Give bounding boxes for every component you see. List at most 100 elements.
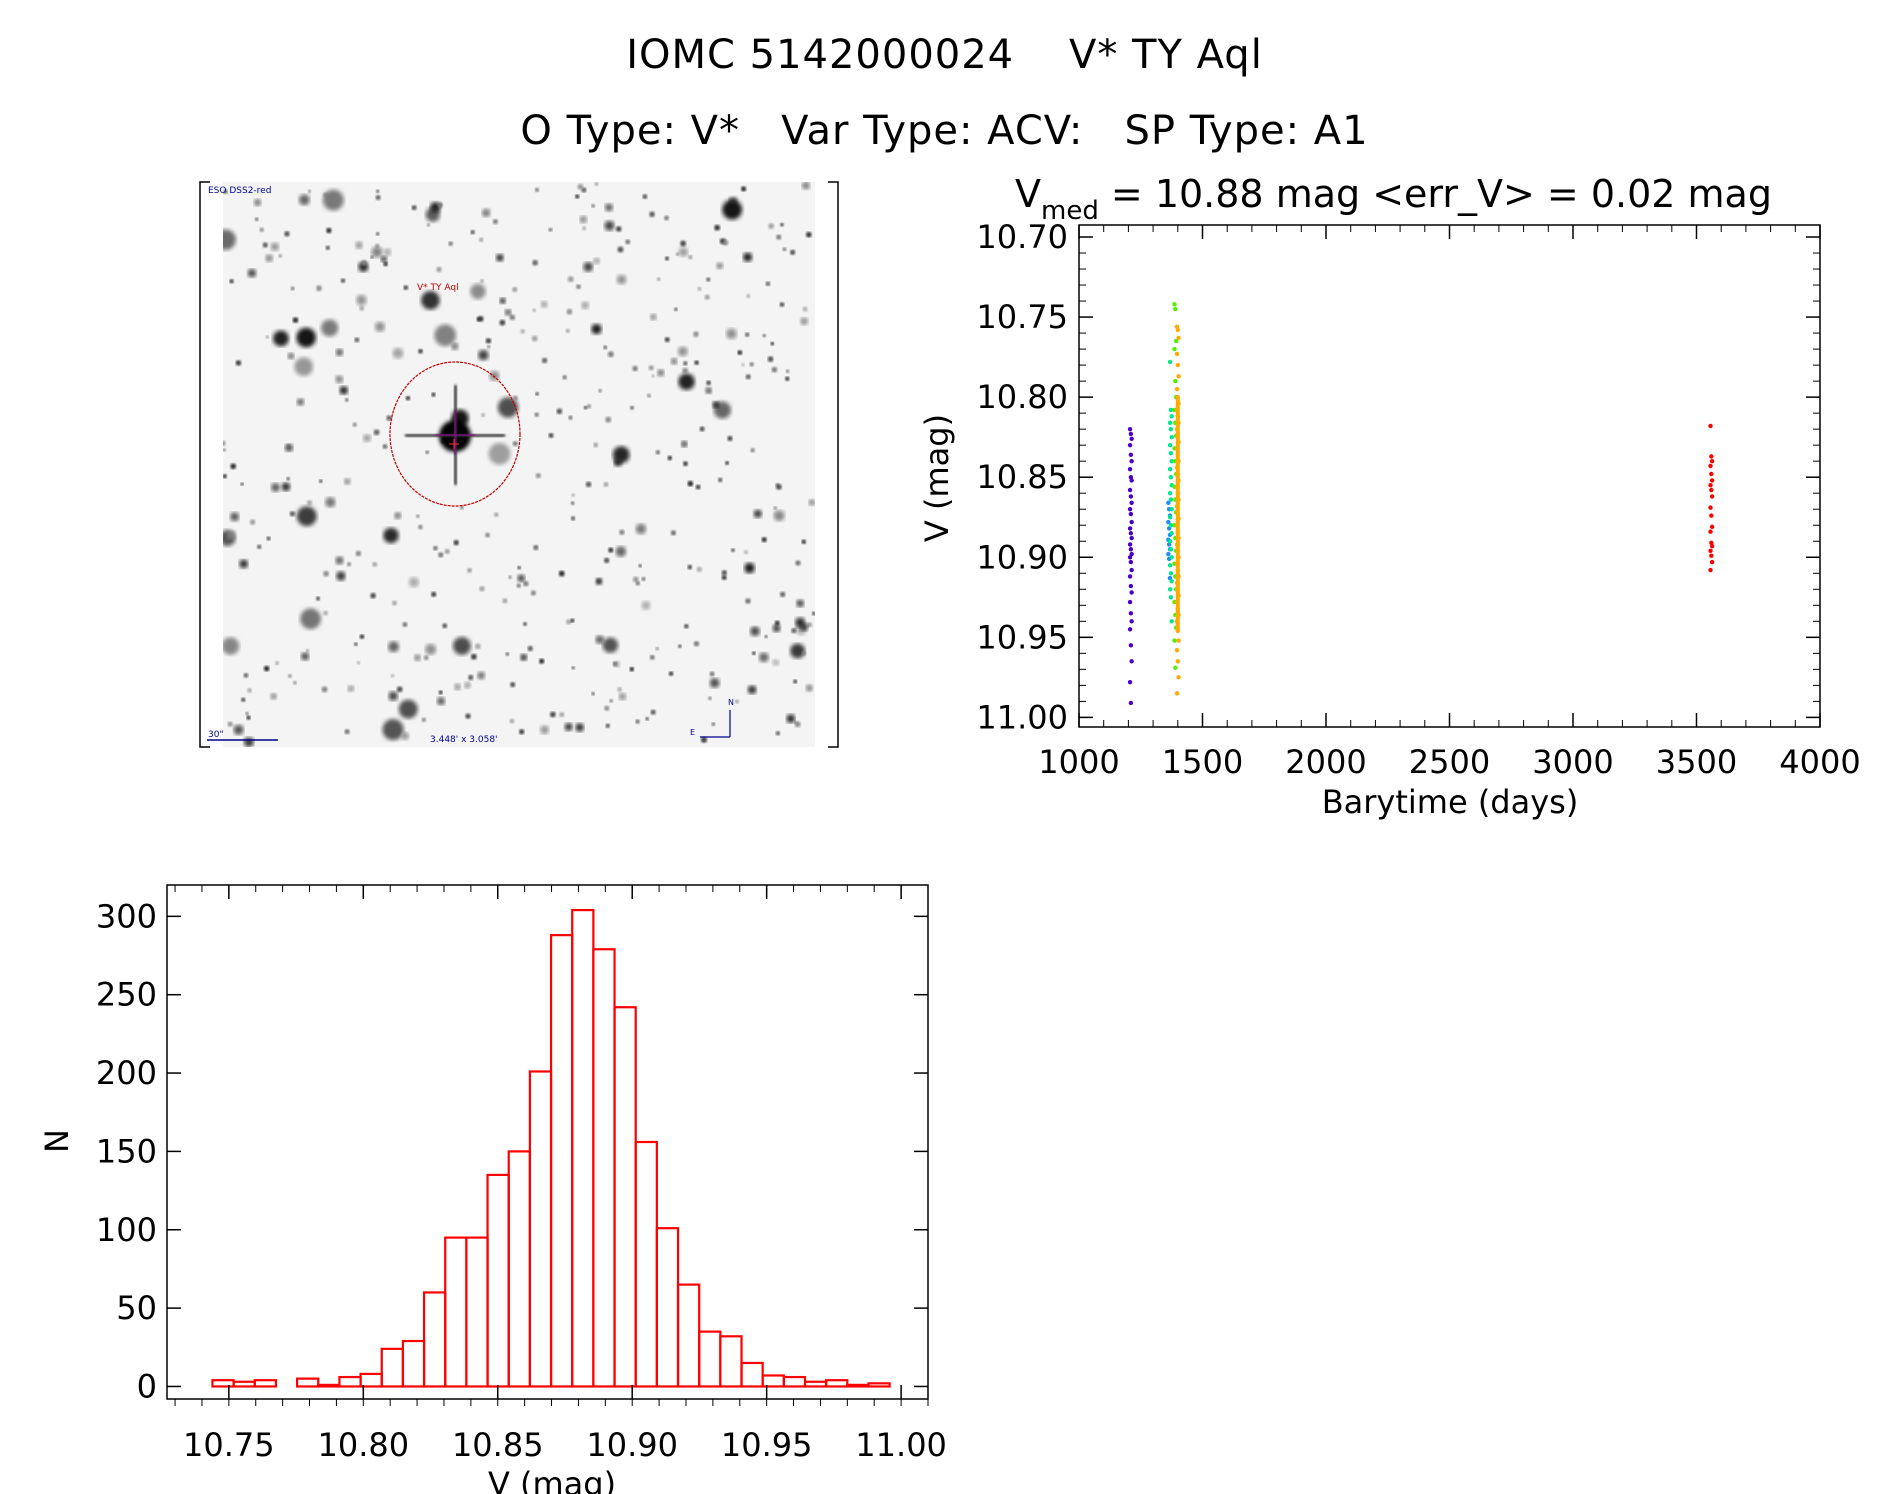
x-tick-label: 10.90 (586, 1426, 678, 1464)
data-point (1167, 442, 1173, 448)
data-point (1128, 583, 1134, 589)
data-point (1168, 547, 1174, 552)
data-point-band (1175, 397, 1180, 631)
data-point (1169, 434, 1174, 440)
data-point (1709, 513, 1714, 518)
data-point (1167, 539, 1173, 544)
data-point (1174, 351, 1180, 357)
histogram-bar (507, 1150, 531, 1388)
data-point (1127, 627, 1133, 632)
data-point (1169, 414, 1174, 419)
histogram-bar (782, 1375, 807, 1388)
x-tick-label: 10.85 (452, 1426, 544, 1464)
data-point (1708, 463, 1713, 469)
data-point (1129, 535, 1134, 541)
data-point (1172, 346, 1177, 352)
data-point (1167, 587, 1173, 592)
histogram-bar (740, 1361, 764, 1388)
histogram-bar (232, 1380, 256, 1388)
data-point (1129, 436, 1134, 441)
x-axis-label: V (mag) (488, 1465, 616, 1494)
histogram-bar (253, 1379, 278, 1388)
histogram-bar (465, 1236, 489, 1388)
data-point (1172, 638, 1177, 643)
data-point (1127, 526, 1133, 531)
data-point (1128, 611, 1134, 616)
data-point (1173, 338, 1179, 344)
data-point (1128, 559, 1134, 565)
data-point (1173, 306, 1178, 312)
histogram-bar (359, 1372, 383, 1388)
histogram-bar (444, 1236, 468, 1388)
data-point (1173, 665, 1178, 670)
data-point (1709, 487, 1714, 493)
histogram-bar (528, 1070, 553, 1388)
data-point (1127, 574, 1133, 579)
y-tick-label: 150 (96, 1132, 157, 1170)
chart-subtitle: O Type: V* Var Type: ACV: SP Type: A1 (520, 108, 1369, 154)
data-point (1128, 494, 1134, 499)
data-point (1128, 531, 1134, 536)
histogram-bar (761, 1374, 785, 1388)
y-tick-label: 10.80 (976, 378, 1068, 416)
data-point (1174, 691, 1180, 696)
data-point (1709, 478, 1715, 483)
histogram-bar (422, 1291, 447, 1388)
data-point (1708, 423, 1713, 429)
data-point (1166, 519, 1171, 525)
data-point (1168, 426, 1174, 432)
x-axis-label: Barytime (days) (1322, 783, 1579, 821)
data-point (1167, 466, 1173, 472)
y-tick-label: 10.90 (976, 538, 1068, 576)
y-tick-label: 50 (116, 1289, 157, 1327)
data-point (1168, 475, 1174, 480)
data-point (1709, 553, 1714, 558)
data-point (1168, 450, 1174, 456)
y-tick-label: 10.85 (976, 458, 1068, 496)
data-point (1174, 647, 1180, 653)
data-point (1129, 458, 1134, 464)
x-tick-label: 2000 (1285, 743, 1366, 781)
y-tick-label: 10.95 (976, 618, 1068, 656)
data-point (1174, 386, 1180, 392)
data-point (1127, 555, 1133, 560)
data-point (1709, 458, 1715, 464)
data-point (1169, 579, 1174, 584)
data-point (1709, 524, 1715, 530)
histogram-bar (592, 948, 616, 1388)
data-point (1127, 442, 1133, 448)
histogram-bar (655, 1227, 680, 1388)
data-point (1175, 659, 1181, 664)
data-point (1127, 466, 1133, 472)
data-point (1169, 619, 1174, 624)
histogram-bar (676, 1283, 701, 1388)
data-point (1127, 507, 1133, 512)
data-point (1709, 471, 1714, 477)
histogram-bar (486, 1173, 510, 1388)
histogram-bar (295, 1377, 320, 1388)
data-point (1127, 487, 1133, 493)
data-point (1173, 378, 1178, 384)
data-point (1167, 515, 1173, 520)
data-point (1167, 420, 1173, 425)
histogram-bar (867, 1382, 891, 1388)
histogram-bar (613, 1006, 637, 1388)
data-point (1128, 511, 1134, 517)
data-point (1709, 559, 1715, 565)
y-tick-label: 250 (96, 976, 157, 1014)
y-tick-label: 11.00 (976, 698, 1068, 736)
y-tick-label: 300 (96, 897, 157, 935)
data-point (1169, 507, 1174, 512)
y-tick-label: 0 (137, 1367, 157, 1405)
x-tick-label: 3000 (1532, 743, 1613, 781)
histogram-bar (317, 1383, 341, 1388)
data-point (1708, 505, 1713, 510)
data-point (1168, 571, 1174, 576)
data-point (1167, 359, 1173, 365)
histogram-bar (401, 1339, 426, 1388)
data-point (1128, 547, 1134, 552)
data-point (1709, 543, 1715, 549)
histogram-bar (549, 934, 574, 1388)
data-point (1708, 529, 1713, 534)
